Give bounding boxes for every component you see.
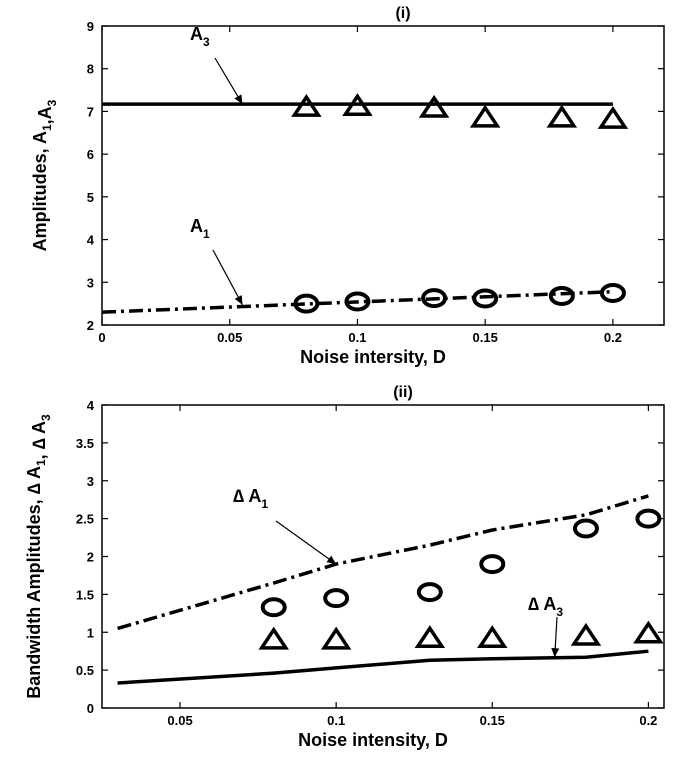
y-tick-label: 2 xyxy=(87,318,94,333)
panel-ii-y-axis-label: Bandwidth Amplitudes, ∆ A1, ∆ A3 xyxy=(24,414,53,699)
y-tick-label: 6 xyxy=(87,147,94,162)
x-tick-label: 0.15 xyxy=(473,330,498,345)
circle-marker xyxy=(421,288,448,309)
arrow-head-icon xyxy=(326,555,337,565)
x-tick-label: 0.2 xyxy=(639,713,657,728)
annotation-label: ∆ A1 xyxy=(233,486,268,511)
y-tick-label: 2.5 xyxy=(76,512,94,527)
triangle-marker xyxy=(633,620,664,644)
triangle-marker xyxy=(258,626,289,650)
x-tick-label: 0.1 xyxy=(348,330,366,345)
x-tick-label: 0.05 xyxy=(167,713,192,728)
annotation-arrow xyxy=(212,249,244,306)
panel-i-y-axis-label: Amplitudes, A1,A3 xyxy=(30,99,59,251)
triangle-marker xyxy=(477,625,508,649)
circle-marker xyxy=(323,588,350,609)
circle-marker xyxy=(416,582,443,603)
circle-marker xyxy=(479,554,506,575)
series-line-A1 xyxy=(101,289,613,314)
triangle-marker xyxy=(320,626,352,650)
y-tick-label: 2 xyxy=(87,550,94,565)
arrow-head-icon xyxy=(234,295,243,305)
series-line-A3 xyxy=(117,649,649,685)
y-tick-label: 5 xyxy=(87,190,94,205)
triangle-marker xyxy=(418,94,450,118)
y-tick-label: 4 xyxy=(87,233,95,248)
panel-ii-annotations: ∆ A1 ∆ A3 xyxy=(233,486,563,658)
circle-marker xyxy=(344,291,371,312)
triangle-marker xyxy=(342,93,373,117)
circle-marker xyxy=(599,282,626,303)
series-line-A1 xyxy=(117,494,649,631)
panel-ii-title: (ii) xyxy=(393,384,413,401)
panel-ii-ticks: 0.05 0.1 0.15 0.2 0 0.5 1 1.5 2 2.5 3 3.5 4 xyxy=(76,398,664,728)
panel-ii: (ii) 0.05 0.1 0.15 0.2 0 0.5 1 1.5 2 2.5 3 3.5 4 Noi… xyxy=(24,384,665,750)
arrow-head-icon xyxy=(234,94,243,105)
circle-marker xyxy=(548,285,575,306)
x-tick-label: 0 xyxy=(98,330,105,345)
annotation-label: ∆ A3 xyxy=(528,594,563,619)
panel-i-series xyxy=(101,93,629,314)
annotation-label: A1 xyxy=(190,216,210,241)
triangle-marker xyxy=(291,94,322,117)
circle-marker xyxy=(293,293,320,314)
triangle-marker xyxy=(570,622,602,646)
y-tick-label: 0.5 xyxy=(76,663,94,678)
annotation-arrow xyxy=(275,520,337,565)
panel-i-axes-frame xyxy=(101,25,665,326)
panel-i-title: (i) xyxy=(395,5,410,22)
circle-marker xyxy=(260,597,287,618)
x-tick-label: 0.15 xyxy=(480,713,505,728)
panel-i: (i) 0 0.05 0.1 0.15 0.2 2 3 4 5 6 7 8 9 Noise inters… xyxy=(30,5,665,367)
y-tick-label: 8 xyxy=(87,62,94,77)
y-tick-label: 0 xyxy=(87,701,94,716)
y-tick-label: 3 xyxy=(87,275,94,290)
x-tick-label: 0.05 xyxy=(217,330,242,345)
panel-i-annotations: A3 A1 xyxy=(190,24,244,306)
y-tick-label: 1 xyxy=(87,625,94,640)
panel-i-ticks: 0 0.05 0.1 0.15 0.2 2 3 4 5 6 7 8 9 xyxy=(87,19,664,345)
circle-marker xyxy=(635,508,662,529)
y-tick-label: 3 xyxy=(87,474,94,489)
arrow-head-icon xyxy=(551,648,560,658)
panel-ii-x-axis-label: Noise intensity, D xyxy=(298,730,448,750)
panel-i-x-axis-label: Noise intersity, D xyxy=(300,347,446,367)
panel-ii-series xyxy=(117,494,664,685)
triangle-marker xyxy=(597,105,629,129)
triangle-marker xyxy=(469,104,501,128)
y-tick-label: 4 xyxy=(87,398,95,413)
y-tick-label: 7 xyxy=(87,104,94,119)
triangle-marker xyxy=(414,625,446,649)
annotation-label: A3 xyxy=(190,24,210,49)
circle-marker xyxy=(472,288,499,309)
x-tick-label: 0.1 xyxy=(327,713,345,728)
triangle-marker xyxy=(546,104,578,128)
y-tick-label: 3.5 xyxy=(76,436,94,451)
x-tick-label: 0.2 xyxy=(604,330,622,345)
y-tick-label: 9 xyxy=(87,19,94,34)
circle-marker xyxy=(572,518,599,539)
y-tick-label: 1.5 xyxy=(76,587,94,602)
